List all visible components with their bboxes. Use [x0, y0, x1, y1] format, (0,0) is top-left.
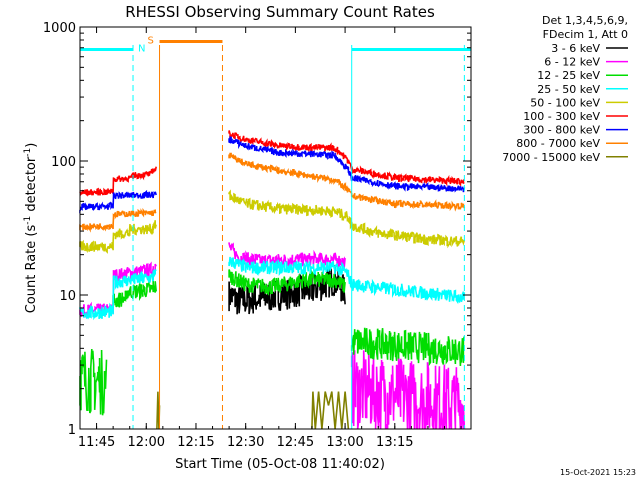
plot-area: NS [79, 35, 471, 430]
legend-header-line-1: Det 1,3,4,5,6,9, [542, 14, 628, 27]
y-axis-label-sup1: -1 [23, 216, 33, 225]
legend-entry-label: 800 - 7000 keV [516, 137, 600, 150]
x-tick-label: 12:30 [227, 435, 264, 450]
legend-entry: 7000 - 15000 keV [502, 151, 628, 164]
legend-entry-label: 12 - 25 keV [537, 69, 600, 82]
legend-entry: 6 - 12 keV [544, 56, 628, 69]
legend-entry-label: 100 - 300 keV [523, 110, 600, 123]
legend-entry-label: 50 - 100 keV [530, 96, 600, 109]
legend-entry: 12 - 25 keV [537, 69, 628, 82]
x-tick-label: 12:00 [128, 435, 165, 450]
x-axis-ticks: 11:45 12:00 12:15 12:30 12:45 13:00 13:15 [78, 27, 462, 450]
legend-entry: 25 - 50 keV [537, 83, 628, 96]
legend-entry-label: 25 - 50 keV [537, 83, 600, 96]
series-line-segment [228, 152, 466, 212]
legend-entry: 100 - 300 keV [523, 110, 628, 123]
chart-title: RHESSI Observing Summary Count Rates [125, 3, 435, 21]
legend-entry: 300 - 800 keV [523, 124, 628, 137]
night-bars-layer: NS [80, 35, 471, 54]
x-tick-label: 12:45 [277, 435, 314, 450]
footer-timestamp: 15-Oct-2021 15:23 [560, 468, 636, 477]
y-tick-label: 10 [59, 289, 76, 304]
series-800to7000keV [79, 152, 466, 233]
series-line-segment [228, 130, 465, 187]
y-axis-label: Count Rate (s-1 detector-1) [23, 143, 39, 314]
y-tick-label: 1000 [43, 21, 76, 36]
legend-entry-label: 300 - 800 keV [523, 124, 600, 137]
series-50to100keV [79, 189, 466, 254]
series-6to12keV [79, 242, 466, 430]
y-axis-label-main: Count Rate (s [24, 225, 39, 314]
flag-bar-label: S [148, 35, 154, 46]
legend-entry: 50 - 100 keV [530, 96, 628, 109]
y-axis-label-mid: detector [24, 156, 39, 216]
series-layer [79, 130, 466, 430]
series-line-segment [228, 136, 466, 193]
series-line-segment [228, 265, 346, 315]
x-tick-label: 11:45 [78, 435, 115, 450]
y-axis-label-sup2: -1 [23, 148, 33, 157]
flag-bar-label: N [138, 43, 145, 54]
series-25to50keV [79, 256, 466, 321]
x-tick-label: 13:00 [326, 435, 363, 450]
series-line-segment [350, 350, 466, 430]
legend-entry: 800 - 7000 keV [516, 137, 628, 150]
series-12to25keV [79, 269, 466, 416]
series-line-segment [79, 348, 108, 416]
plot-frame [79, 26, 472, 430]
x-tick-label: 12:15 [177, 435, 214, 450]
y-axis-ticks: 1 10 100 1000 [43, 21, 471, 438]
y-tick-label: 100 [51, 155, 76, 170]
x-axis-label: Start Time (05-Oct-08 11:40:02) [175, 457, 385, 472]
series-line-segment [112, 280, 157, 309]
series-line-segment [228, 189, 466, 249]
y-tick-label: 1 [68, 423, 76, 438]
series-7000to15000keV [156, 391, 350, 430]
series-line-segment [228, 269, 346, 296]
series-100to300keV [79, 130, 465, 197]
markers-layer [132, 45, 465, 429]
x-tick-label: 13:15 [376, 435, 413, 450]
legend-entry: 3 - 6 keV [551, 42, 628, 55]
series-line-segment [79, 269, 157, 321]
series-line-segment [79, 189, 157, 214]
y-axis-label-end: ) [24, 143, 39, 148]
series-line-segment [79, 220, 157, 254]
legend-entry-label: 3 - 6 keV [551, 42, 600, 55]
legend-header-line-2: FDecim 1, Att 0 [543, 28, 628, 41]
legend-entry-label: 7000 - 15000 keV [502, 151, 600, 164]
legend: Det 1,3,4,5,6,9, FDecim 1, Att 0 3 - 6 k… [502, 14, 628, 164]
series-line-segment [311, 391, 350, 430]
series-line-segment [79, 207, 157, 233]
series-line-segment [228, 256, 466, 305]
series-300to800keV [79, 136, 466, 214]
series-line-segment [79, 166, 157, 197]
series-line-segment [350, 327, 466, 367]
series-3to6keV [228, 265, 346, 315]
legend-entry-label: 6 - 12 keV [544, 56, 600, 69]
